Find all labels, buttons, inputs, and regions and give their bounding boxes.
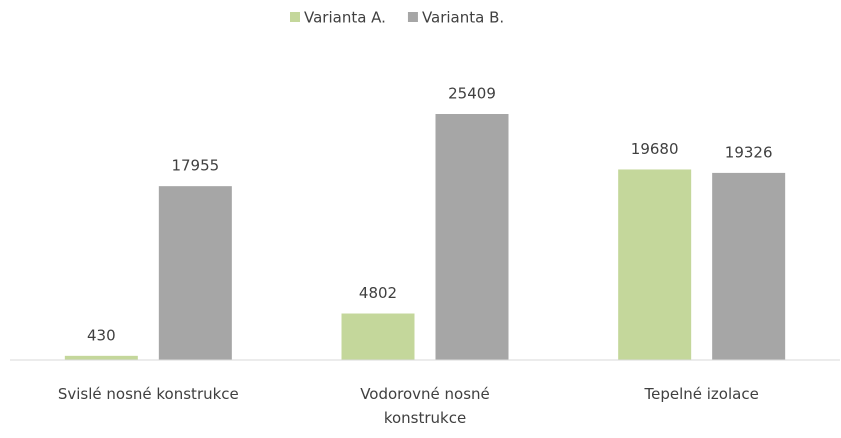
data-label: 4802 [359, 284, 397, 302]
x-tick-label: Svislé nosné konstrukce [57, 385, 239, 403]
bar [618, 169, 692, 360]
data-label: 19680 [631, 140, 679, 158]
legend-label: Varianta A. [304, 9, 386, 27]
data-label: 17955 [171, 157, 219, 175]
bar [64, 355, 138, 360]
data-label: 430 [87, 326, 116, 344]
data-label: 25409 [448, 85, 496, 103]
bar [712, 172, 786, 360]
x-tick-label: Vodorovné nosné konstrukce [360, 385, 490, 427]
legend-swatch [290, 12, 300, 22]
bar [341, 313, 415, 360]
data-label: 19326 [725, 143, 773, 161]
bar [158, 186, 232, 360]
legend-label: Varianta B. [422, 9, 504, 27]
x-tick-label: Tepelné izolace [644, 385, 759, 403]
legend-swatch [407, 12, 418, 22]
bar [435, 114, 509, 360]
